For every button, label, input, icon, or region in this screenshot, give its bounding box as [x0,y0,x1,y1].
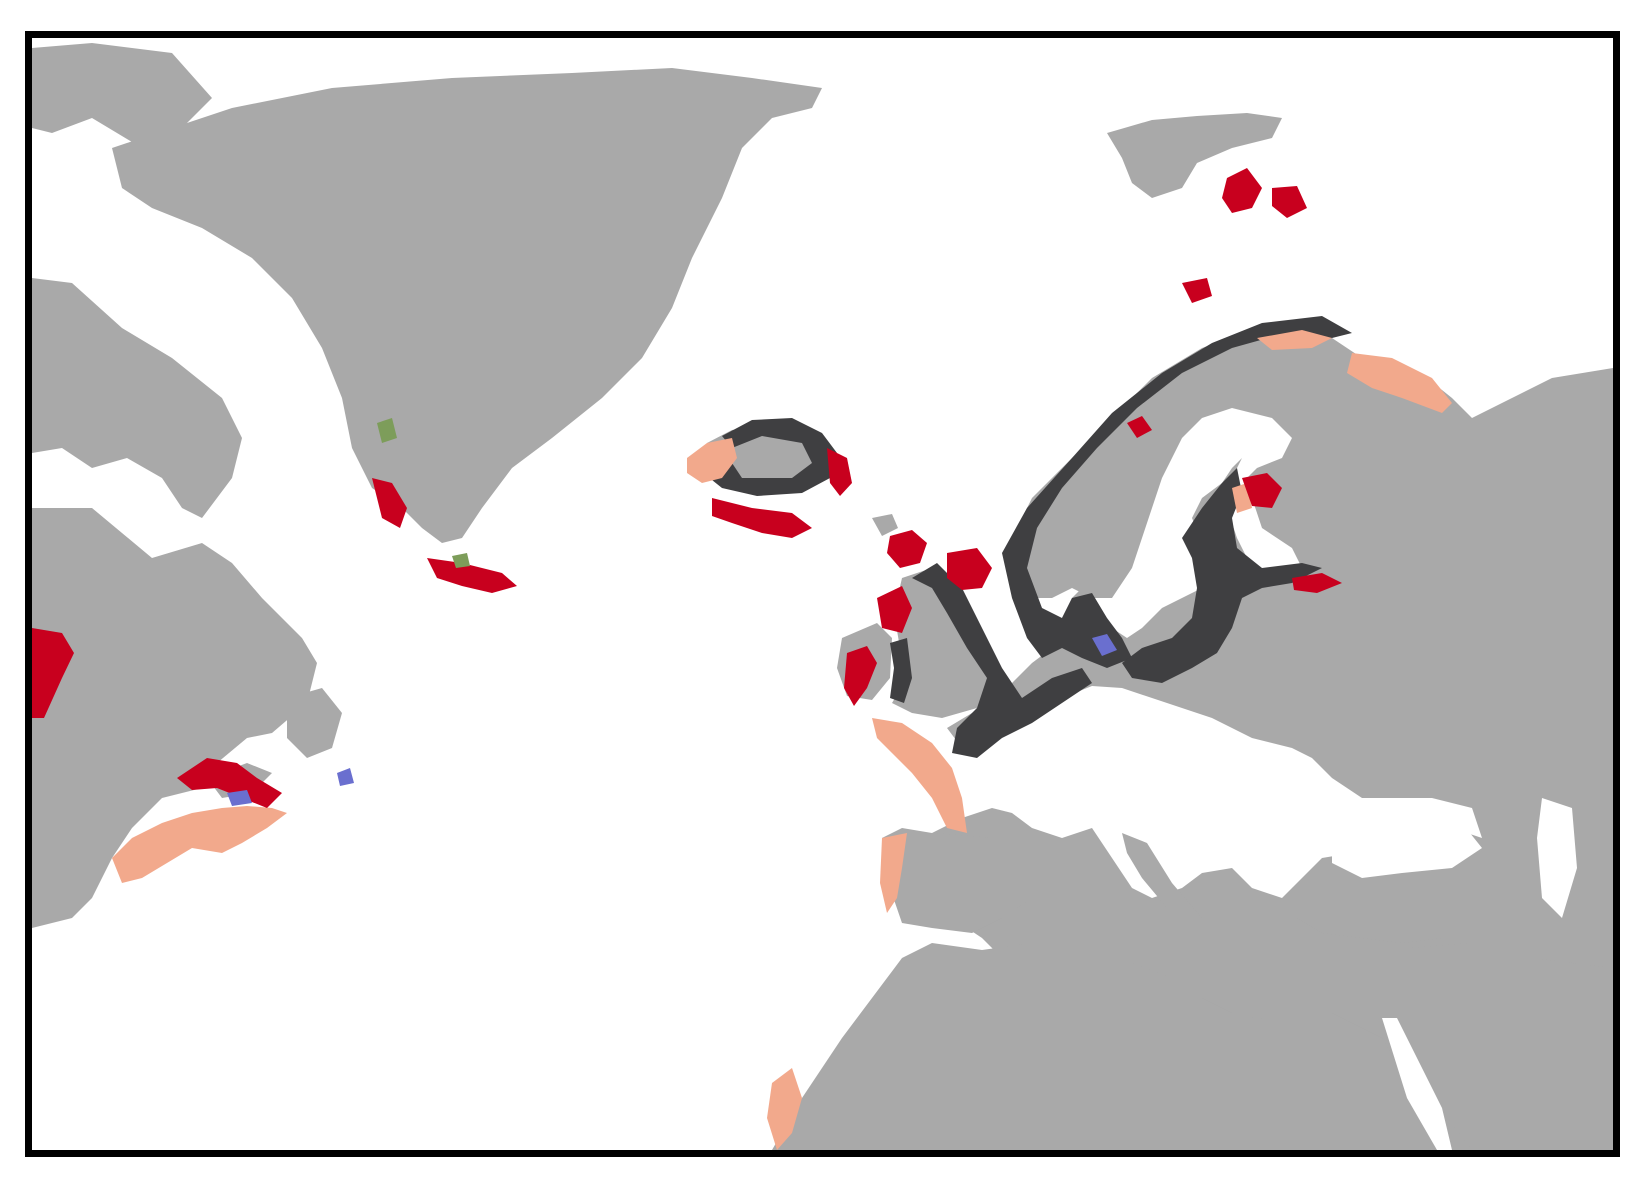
land-baffin-island [32,278,242,518]
land-svalbard [1107,113,1282,198]
class-salmon-layer [112,330,1452,1150]
land-north-africa [772,938,1432,1150]
land-newfoundland [287,688,342,758]
zone-red-st-lawrence [177,758,282,808]
land-anatolia [1292,878,1472,943]
zone-red-gulf-finland [1292,573,1342,593]
zone-red-shetland [947,548,992,590]
map-frame [25,31,1620,1157]
water-red-sea [1382,1018,1452,1150]
land-faroe [872,514,898,536]
map-canvas[interactable] [32,38,1613,1150]
class-red-layer [32,168,1342,808]
zone-red-svalbard-east [1272,186,1307,218]
zone-red-ireland-west [844,646,877,706]
zone-red-iceland-east [827,448,852,496]
land-eastern-canada [32,508,317,928]
zone-red-scotland-west [877,586,912,633]
zone-green-greenland-west [377,418,397,443]
zone-salmon-norway-north [1257,330,1332,350]
zone-salmon-barents [1347,353,1452,413]
zone-salmon-gulf-maine [112,806,287,883]
class-green-layer [377,418,470,568]
zone-dark-iceland [707,418,837,496]
zone-red-greenland-sw [372,478,407,528]
zone-red-hudson [32,628,74,718]
zone-dark-north-sea [912,563,1092,758]
water-black-sea [1332,808,1482,878]
class-blue-layer [227,634,1117,806]
zone-red-iceland-south [712,498,812,538]
zone-red-bear-island [1182,278,1212,303]
land-middle-east [1402,943,1613,1150]
zone-salmon-biscay [872,718,967,833]
land-italy [1122,833,1202,933]
zone-blue-newfoundland [337,768,354,786]
land-greenland [112,68,822,543]
zone-dark-norway [1002,316,1352,668]
zone-red-bothnia-north [1242,473,1282,508]
water-caspian-sea [1537,798,1577,918]
zone-red-faroe [887,530,927,568]
zone-red-svalbard [1222,168,1262,213]
zone-salmon-iberia [880,833,907,913]
zone-blue-st-lawrence [227,790,252,806]
land-iberia [887,833,1052,933]
zone-dark-baltic [1122,468,1322,683]
zone-green-greenland-south [452,553,470,568]
zone-salmon-canaries [767,1068,802,1150]
zone-salmon-iceland-west [687,438,737,483]
zone-dark-irish-sea [890,638,912,703]
land-great-britain [892,568,990,718]
zone-red-greenland-south [427,558,517,593]
zone-blue-skagerrak [1092,634,1117,656]
class-dark-layer [707,316,1352,758]
land-canadian-arctic [32,43,212,148]
zone-red-norway-north [1127,416,1152,438]
